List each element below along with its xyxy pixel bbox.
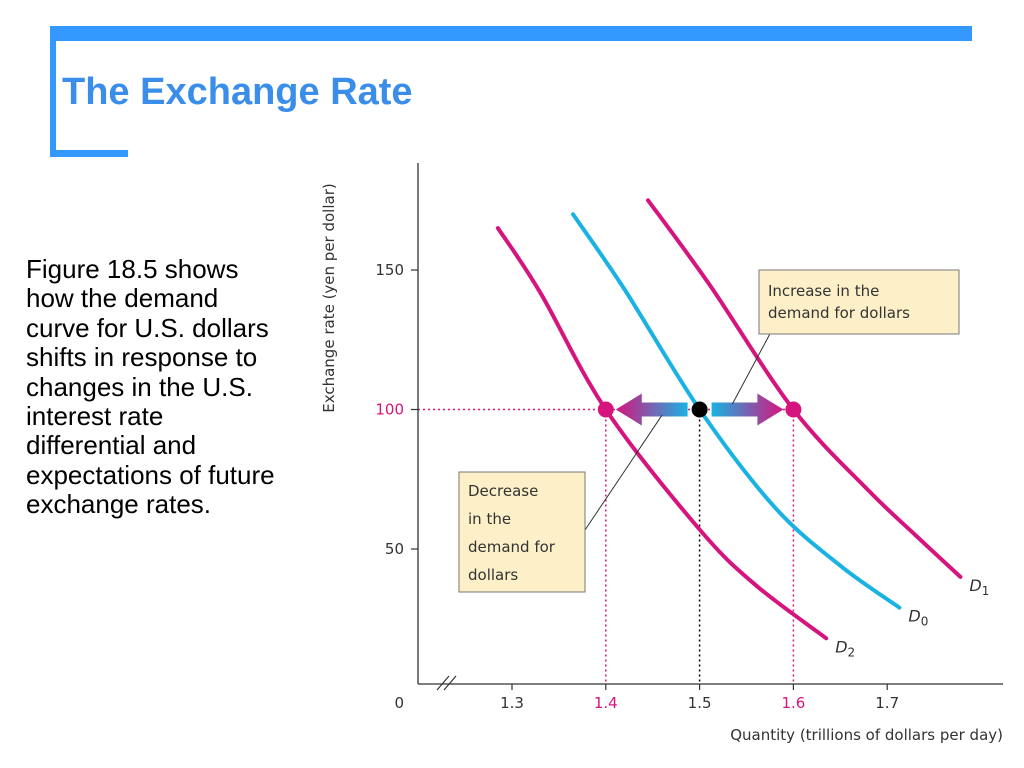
curve-label-d0: D0 — [908, 607, 928, 629]
demand-curve-d2 — [495, 226, 829, 641]
equilibrium-point — [785, 401, 802, 418]
curve-label-d1: D1 — [969, 576, 989, 598]
slide-title: The Exchange Rate — [62, 71, 413, 113]
figure-caption: Figure 18.5 shows how the demand curve f… — [26, 254, 275, 519]
shift-arrow-right — [711, 393, 784, 426]
x-tick-label: 1.7 — [875, 694, 899, 712]
annotation-text: demand for dollars — [768, 304, 910, 322]
annotation-text: dollars — [468, 566, 518, 584]
annotation-text: Decrease — [468, 482, 538, 500]
x-axis-label: Quantity (trillions of dollars per day) — [730, 726, 1003, 744]
annotation-decrease-box — [458, 471, 586, 593]
slide-accent-bar-top — [50, 26, 972, 41]
origin-label: 0 — [394, 694, 404, 712]
curve-label-d2: D2 — [835, 637, 855, 659]
slide-accent-bar-left — [50, 26, 56, 156]
demand-curve-d1 — [646, 198, 963, 579]
x-tick-label: 1.3 — [500, 694, 524, 712]
axis-break-mark — [436, 675, 450, 691]
annotation-leader-line — [584, 414, 663, 531]
demand-curve-d0 — [571, 212, 902, 610]
y-tick-label: 150 — [375, 261, 404, 279]
y-tick-label: 100 — [375, 401, 404, 419]
axis-break-mark — [443, 675, 457, 691]
annotation-increase-box — [758, 269, 960, 335]
y-tick-label: 50 — [385, 540, 404, 558]
annotation-text: demand for — [468, 538, 556, 556]
x-tick-label: 1.5 — [688, 694, 712, 712]
x-tick-label: 1.6 — [781, 694, 805, 712]
slide-accent-bar-bottom — [50, 150, 128, 157]
x-tick-label: 1.4 — [594, 694, 618, 712]
shift-arrow-left — [615, 393, 688, 426]
annotation-text: Increase in the — [768, 282, 879, 300]
equilibrium-point — [597, 401, 614, 418]
annotation-leader-line — [731, 329, 773, 405]
y-axis-label: Exchange rate (yen per dollar) — [320, 183, 338, 412]
equilibrium-point — [691, 401, 708, 418]
annotation-text: in the — [468, 510, 511, 528]
